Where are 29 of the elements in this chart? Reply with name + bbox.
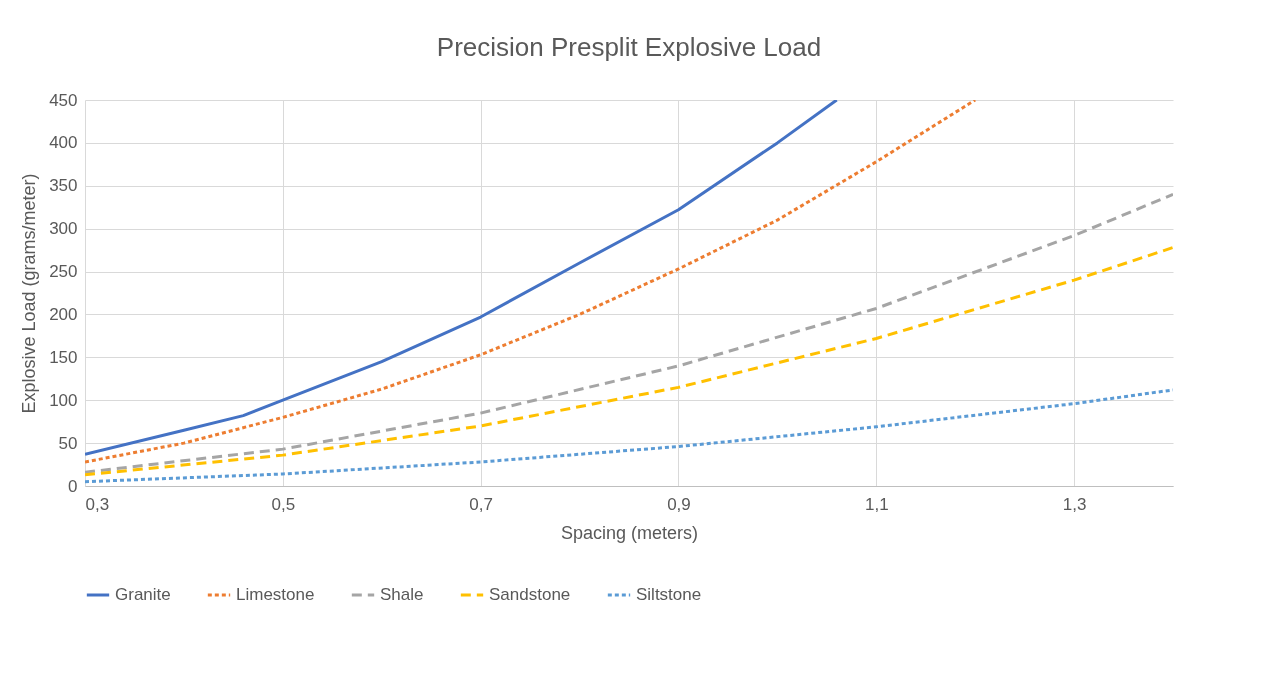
x-tick-label: 0,3 (85, 494, 110, 514)
y-tick-label: 250 (49, 262, 78, 282)
y-axis-title: Explosive Load (grams/meter) (19, 173, 40, 414)
line-series (85, 388, 1173, 484)
y-tick-label: 400 (49, 133, 78, 153)
y-tick-label: 0 (68, 476, 78, 496)
legend-label: Siltstone (636, 585, 702, 604)
y-tick-label: 200 (49, 304, 78, 324)
chart-title: Precision Presplit Explosive Load (436, 32, 822, 62)
x-tick-label: 0,7 (469, 494, 493, 514)
y-tick-label: 50 (58, 433, 78, 453)
x-axis-title: Spacing (meters) (560, 522, 699, 543)
legend-label: Sandstone (489, 585, 571, 604)
y-tick-label: 450 (49, 90, 78, 110)
x-tick-label: 0,9 (667, 494, 691, 514)
legend-label: Limestone (236, 585, 315, 604)
y-tick-label: 350 (49, 176, 78, 196)
line-series (85, 246, 1173, 477)
x-tick-label: 0,5 (271, 494, 296, 514)
legend-label: Granite (115, 585, 171, 604)
y-tick-label: 300 (49, 219, 78, 239)
x-tick-label: 1,1 (864, 494, 889, 514)
line-series (85, 100, 977, 464)
x-tick-label: 1,3 (1062, 494, 1087, 514)
y-tick-label: 150 (49, 347, 78, 367)
line-series (85, 192, 1173, 474)
y-tick-label: 100 (49, 390, 78, 410)
line-series (85, 100, 839, 456)
legend-label: Shale (380, 585, 424, 604)
